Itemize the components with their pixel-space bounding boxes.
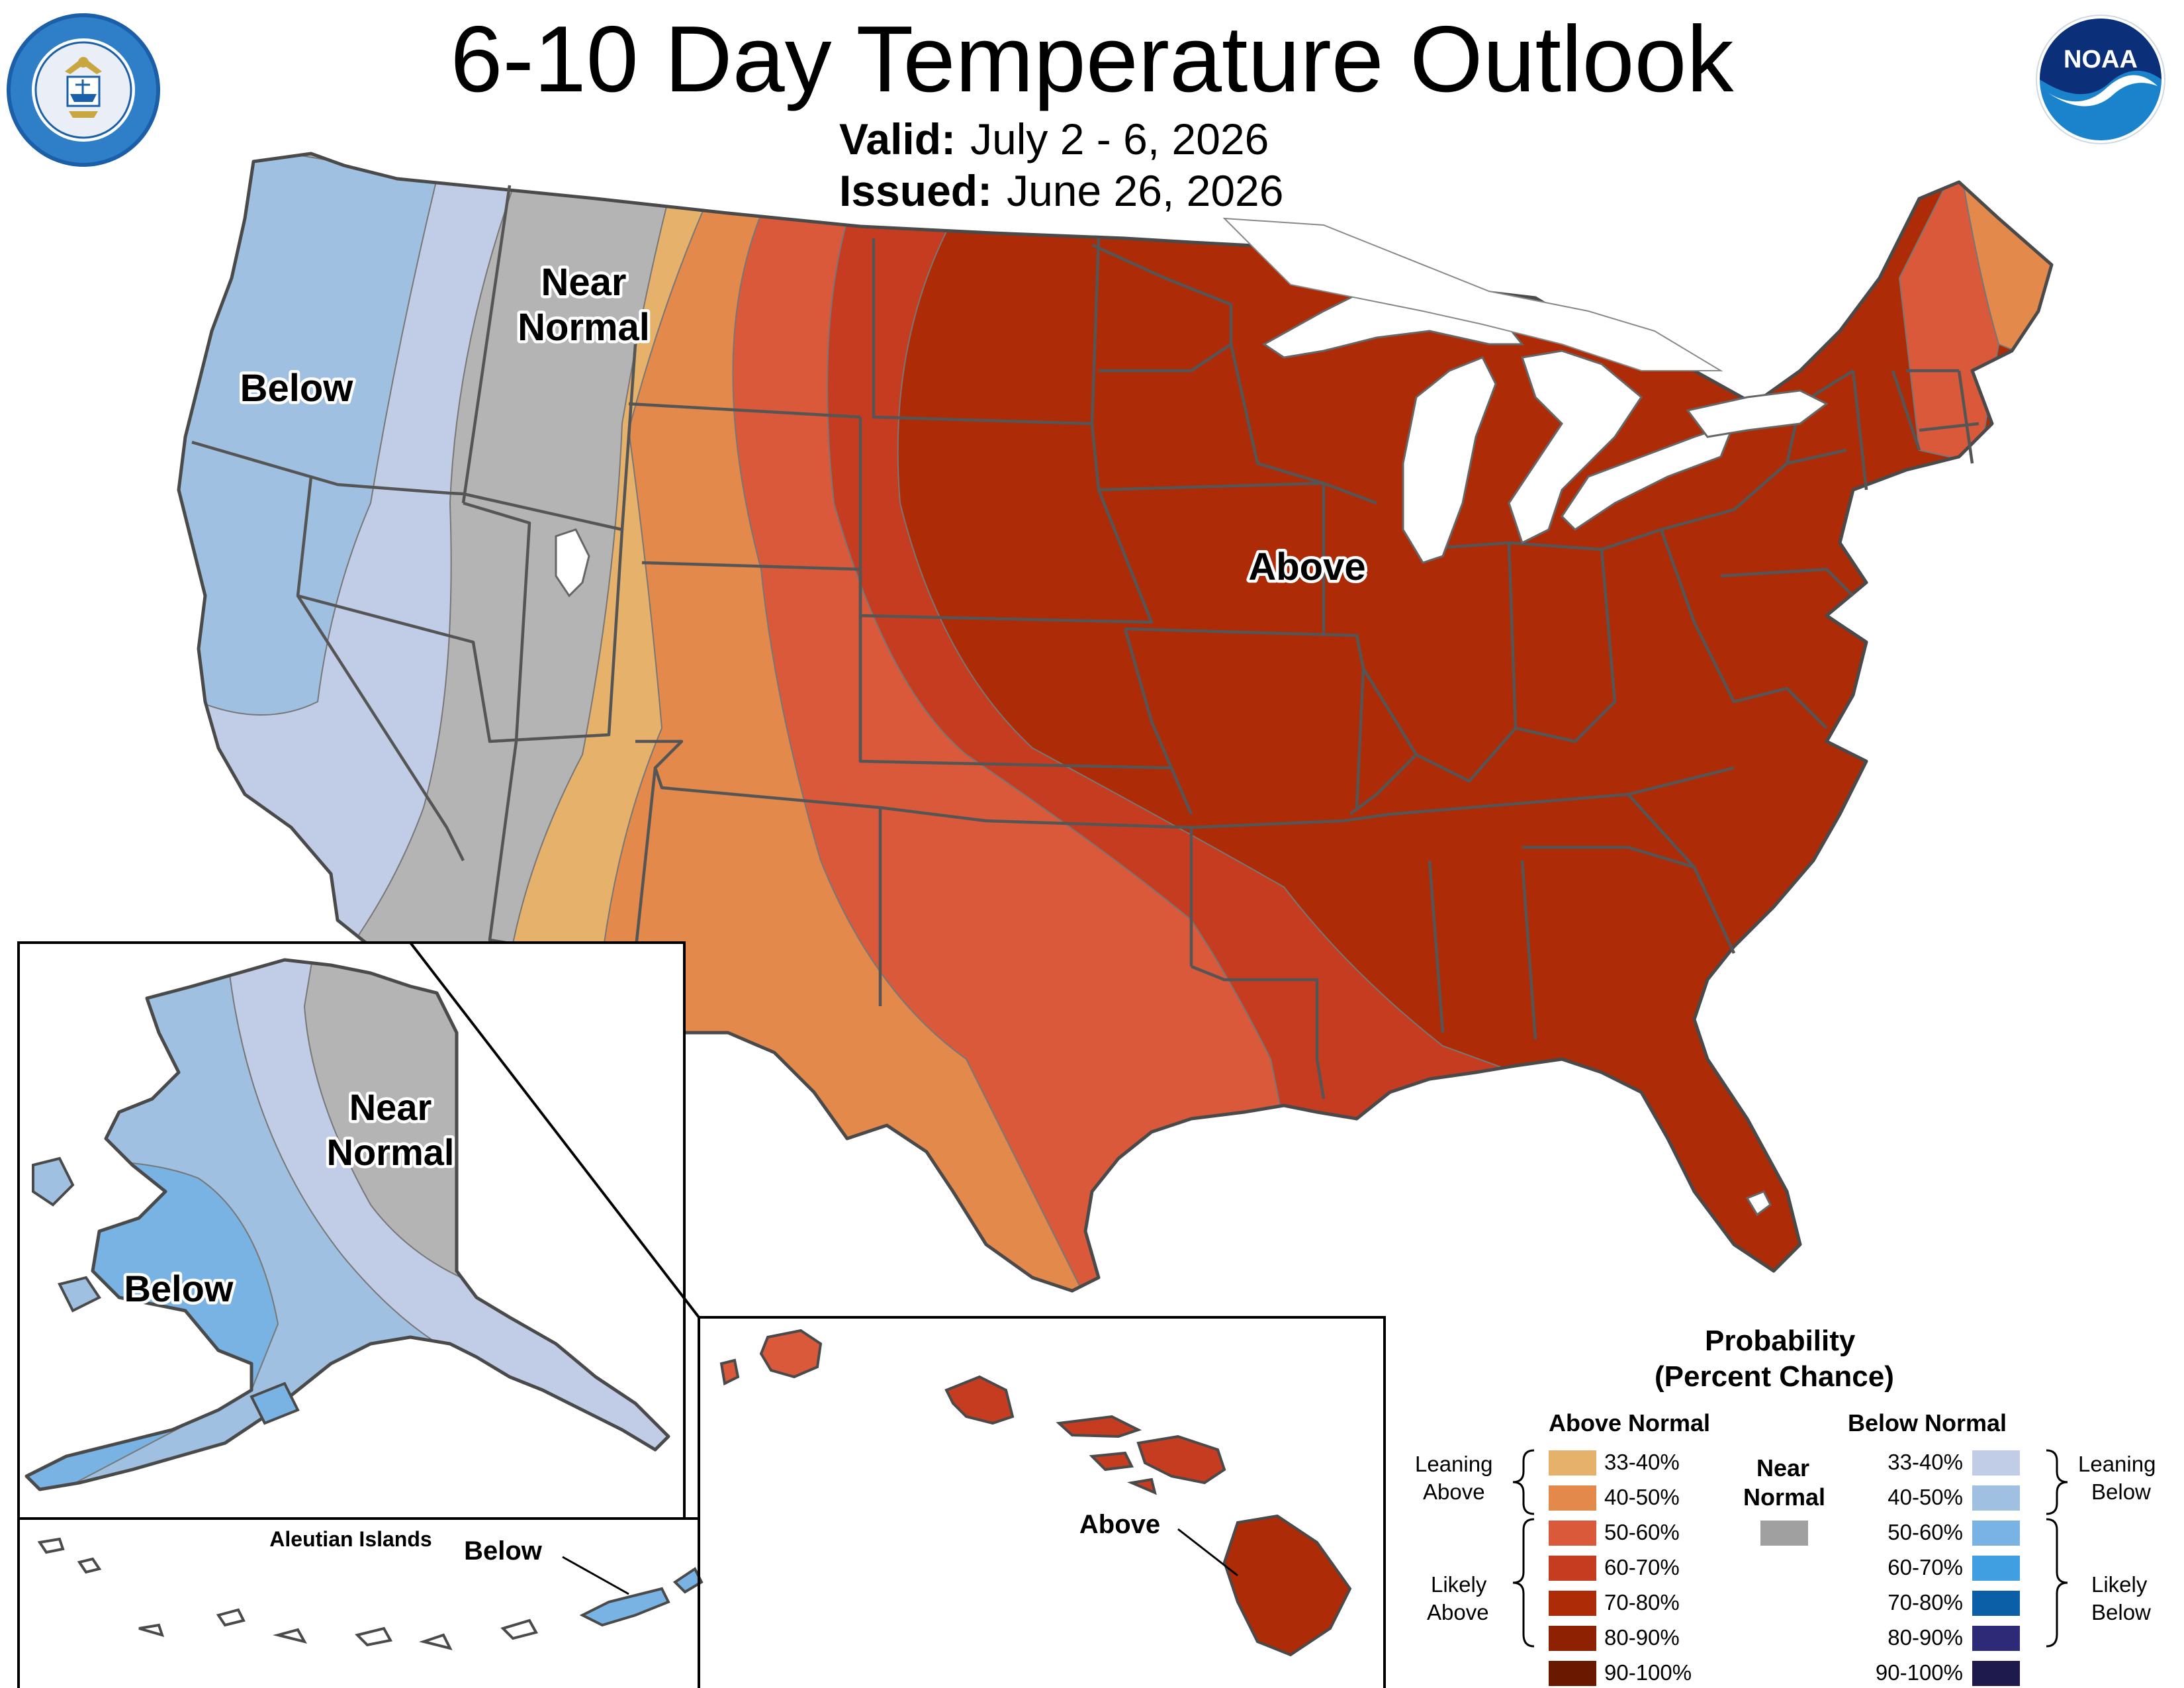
above-label-3: 60-70% [1604,1555,1680,1579]
above-swatch-5 [1549,1626,1596,1651]
below-label-6: 90-100% [1875,1660,1963,1685]
valid-dates: Valid: July 2 - 6, 2026 [839,114,1269,164]
below-label-2: 50-60% [1888,1520,1963,1544]
below-label-3: 60-70% [1888,1555,1963,1579]
above-swatch-4 [1549,1591,1596,1616]
aleutian-inset: Aleutian Islands Below [17,1517,704,1688]
aleutian-title: Aleutian Islands [269,1527,432,1551]
above-label-1: 40-50% [1604,1485,1680,1509]
issued-value: June 26, 2026 [1007,166,1284,215]
above-label-4: 70-80% [1604,1590,1680,1615]
state-boundaries [191,185,1979,1100]
legend-likely-below-1: Likely [2091,1572,2148,1597]
legend-leaning-below-1: Leaning [2078,1452,2156,1476]
ak-near-normal-label-2: Normal [327,1131,455,1173]
legend-near-2: Normal [1743,1483,1826,1511]
legend-below-braces [2046,1449,2068,1648]
legend-leaning-above-2: Above [1423,1479,1485,1504]
above-swatch-2 [1549,1521,1596,1546]
aleutian-islands [37,1537,704,1650]
above-swatch-3 [1549,1556,1596,1581]
below-label-5: 80-90% [1888,1625,1963,1650]
above-label-6: 90-100% [1604,1660,1692,1685]
above-label-0: 33-40% [1604,1450,1680,1474]
legend-near-1: Near [1756,1454,1810,1481]
below-label-4: 70-80% [1888,1590,1963,1615]
conus-below-label: Below [240,367,354,410]
hawaii-inset: Above [698,1316,1386,1688]
issued-label: Issued: [839,166,993,215]
legend-leaning-below-2: Below [2091,1479,2151,1504]
legend: Probability (Percent Chance) Above Norma… [1390,1321,2184,1688]
valid-label: Valid: [839,115,956,164]
legend-above-braces [1512,1449,1535,1648]
noaa-logo-text: NOAA [2064,46,2138,73]
below-swatch-0 [1972,1450,2020,1476]
below-swatch-2 [1972,1521,2020,1546]
hawaii-above-label: Above [1079,1510,1160,1539]
legend-likely-below-2: Below [2091,1600,2151,1624]
legend-likely-above-2: Above [1427,1600,1489,1624]
legend-title-2: (Percent Chance) [1655,1360,1894,1393]
conus-near-normal-label-2: Normal [518,306,650,349]
hawaii-islands [719,1329,1352,1657]
map-title: 6-10 Day Temperature Outlook [450,7,1734,112]
legend-near-normal-swatch [1760,1521,1808,1546]
legend-above-header: Above Normal [1549,1409,1711,1436]
legend-leaning-above-1: Leaning [1415,1452,1493,1476]
above-label-2: 50-60% [1604,1520,1680,1544]
ak-below-label: Below [124,1268,234,1309]
conus-near-normal-label-1: Near [541,261,627,304]
noaa-logo: NOAA [2036,15,2165,144]
alaska-inset: Near Normal Below [17,941,700,1520]
commerce-seal-logo [7,13,160,167]
below-swatch-6 [1972,1661,2020,1686]
ak-near-normal-label-1: Near [349,1086,432,1128]
alaska-callout-line [409,941,700,1319]
aleutian-below-label: Below [464,1536,543,1566]
valid-value: July 2 - 6, 2026 [970,115,1269,164]
above-swatch-6 [1549,1661,1596,1686]
legend-title-1: Probability [1705,1325,1856,1357]
legend-below-header: Below Normal [1848,1409,2007,1436]
great-lakes [555,217,1829,1217]
issued-date: Issued: June 26, 2026 [839,165,1283,216]
above-label-5: 80-90% [1604,1625,1680,1650]
below-swatch-4 [1972,1591,2020,1616]
ak-zone-near-normal [303,960,477,1286]
conus-above-label: Above [1248,545,1365,588]
legend-likely-above-1: Likely [1431,1572,1487,1597]
above-swatch-1 [1549,1485,1596,1511]
below-label-1: 40-50% [1888,1485,1963,1509]
below-swatch-3 [1972,1556,2020,1581]
below-swatch-5 [1972,1626,2020,1651]
below-label-0: 33-40% [1888,1450,1963,1474]
below-swatch-1 [1972,1485,2020,1511]
above-swatch-0 [1549,1450,1596,1476]
